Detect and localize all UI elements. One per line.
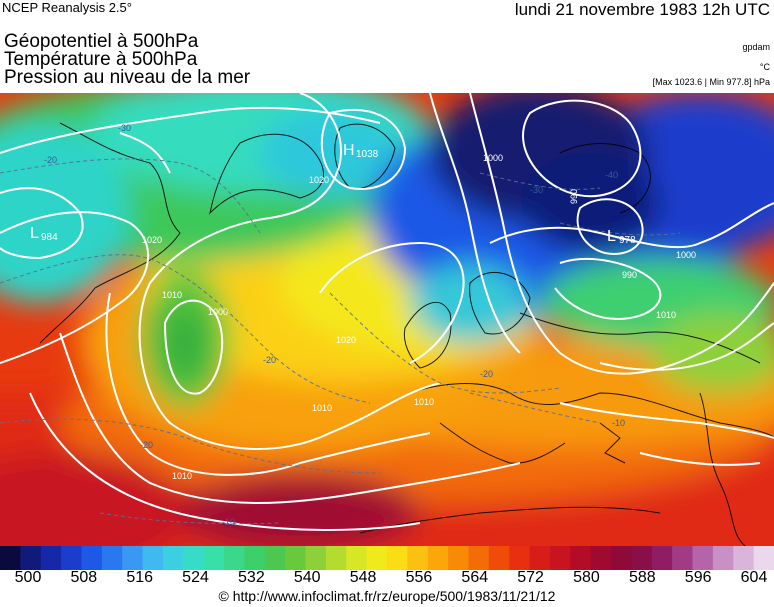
isobars [0, 93, 774, 531]
color-scale-swatch [81, 546, 103, 570]
isobar-label: 990 [569, 189, 579, 204]
isobar-labels: 1000 990 990 1000 1010 1020 1010 1000 10… [142, 153, 696, 481]
color-scale-swatch [0, 546, 21, 570]
color-scale-swatch [692, 546, 714, 570]
color-scale-swatch [366, 546, 388, 570]
map-date: lundi 21 novembre 1983 12h UTC [514, 0, 770, 19]
isobar-label: 1000 [483, 153, 503, 163]
isobar-label: 1010 [656, 310, 676, 320]
color-scale-swatch [183, 546, 205, 570]
color-scale-tick-label: 508 [70, 569, 98, 586]
color-scale-swatch [529, 546, 551, 570]
isobar-label: 1000 [208, 307, 228, 317]
source-credit: © http://www.infoclimat.fr/rz/europe/500… [218, 588, 556, 604]
color-scale-swatch [325, 546, 347, 570]
color-scale-swatch [224, 546, 246, 570]
low-pressure-value: 984 [41, 232, 58, 243]
temperature-label: -40 [605, 170, 618, 180]
color-scale-swatch [142, 546, 164, 570]
isobar-label: 990 [622, 270, 637, 280]
high-pressure-marker: H [343, 142, 355, 159]
color-scale-swatch [305, 546, 327, 570]
low-pressure-marker: L [607, 228, 616, 245]
title-pressure: Pression au niveau de la mer [4, 67, 251, 88]
title-geopotential: Géopotentiel à 500hPa [4, 31, 199, 52]
temperature-label: -10 [612, 418, 625, 428]
color-scale-tick-label: 580 [573, 569, 600, 586]
color-scale-swatch [162, 546, 184, 570]
color-scale-swatch [448, 546, 470, 570]
color-scale-tick-label: 556 [405, 569, 433, 586]
isobar-label: 1010 [172, 471, 192, 481]
color-scale-swatch [203, 546, 225, 570]
color-scale-swatch [101, 546, 123, 570]
color-scale-swatch [407, 546, 429, 570]
color-scale-swatch [122, 546, 144, 570]
pressure-range: [Max 1023.6 | Min 977.8] hPa [652, 77, 770, 87]
color-scale-ticks: 500 508 516 524 532 540 548 556 564 572 580 588 596 6… [0, 569, 774, 589]
isobar-label: 1000 [676, 250, 696, 260]
data-source-label: NCEP Reanalysis 2.5° [2, 0, 132, 15]
temperature-label: -20 [480, 369, 493, 379]
color-scale-swatch [590, 546, 612, 570]
color-scale-tick-label: 588 [628, 569, 656, 586]
color-scale-tick-label: 532 [238, 569, 265, 586]
high-pressure-value: 1038 [356, 149, 379, 160]
title-temperature: Température à 500hPa [4, 49, 198, 70]
color-scale-swatch [387, 546, 408, 570]
color-scale-bar [0, 546, 774, 570]
isobar-label: 1020 [142, 235, 162, 245]
color-scale-swatch [631, 546, 653, 570]
color-scale-swatch [651, 546, 673, 570]
color-scale-swatch [488, 546, 510, 570]
color-scale-tick-label: 548 [349, 569, 377, 586]
color-scale-swatch [285, 546, 307, 570]
color-scale-swatch [40, 546, 62, 570]
temperature-label: -20 [44, 155, 57, 165]
temperature-labels: -30 -20 -20 -10 -20 -30 -40 -20 -10 [44, 123, 625, 527]
isobar-label: 1010 [312, 403, 332, 413]
color-scale-swatch [509, 546, 531, 570]
color-scale-swatch [549, 546, 571, 570]
color-scale-swatch [753, 546, 774, 570]
isobar-label: 1010 [162, 290, 182, 300]
color-scale-swatch [733, 546, 755, 570]
temperature-label: -30 [118, 123, 131, 133]
isobar-label: 1020 [309, 175, 329, 185]
color-scale-tick-label: 596 [684, 569, 712, 586]
color-scale-swatch [346, 546, 368, 570]
color-scale-swatch [672, 546, 694, 570]
color-scale-swatch [20, 546, 42, 570]
color-scale-tick-label: 564 [461, 569, 489, 586]
low-pressure-marker: L [30, 225, 39, 242]
low-pressure-value: 978 [619, 235, 636, 246]
color-scale-swatch [611, 546, 633, 570]
color-scale-tick-label: 604 [740, 569, 768, 586]
color-scale-swatch [468, 546, 490, 570]
coastlines [39, 122, 774, 546]
color-scale-swatch [264, 546, 286, 570]
color-scale-swatch [427, 546, 449, 570]
unit-temperature: °C [759, 62, 770, 72]
color-scale-swatch [61, 546, 83, 570]
isobar-label: 1020 [336, 335, 356, 345]
color-scale-swatch [570, 546, 592, 570]
weather-map: H 1038 L 984 L 978 1000 990 990 1000 101… [0, 93, 774, 546]
color-scale-tick-label: 500 [14, 569, 42, 586]
temperature-label: -30 [530, 185, 543, 195]
pressure-centers: H 1038 L 984 L 978 [30, 142, 636, 246]
geopotential-field [0, 93, 774, 546]
isobar-label: 1010 [414, 397, 434, 407]
temperature-label: -20 [140, 440, 153, 450]
color-scale-swatch [244, 546, 266, 570]
color-scale-swatch [712, 546, 734, 570]
color-scale-tick-label: 524 [182, 569, 209, 586]
temperature-label: -10 [222, 517, 235, 527]
color-scale-tick-label: 572 [517, 569, 544, 586]
temperature-label: -20 [263, 355, 276, 365]
unit-geopotential: gpdam [742, 42, 770, 52]
color-scale-tick-label: 516 [126, 569, 154, 586]
temperature-isotherms [0, 158, 681, 525]
color-scale-tick-label: 540 [293, 569, 321, 586]
